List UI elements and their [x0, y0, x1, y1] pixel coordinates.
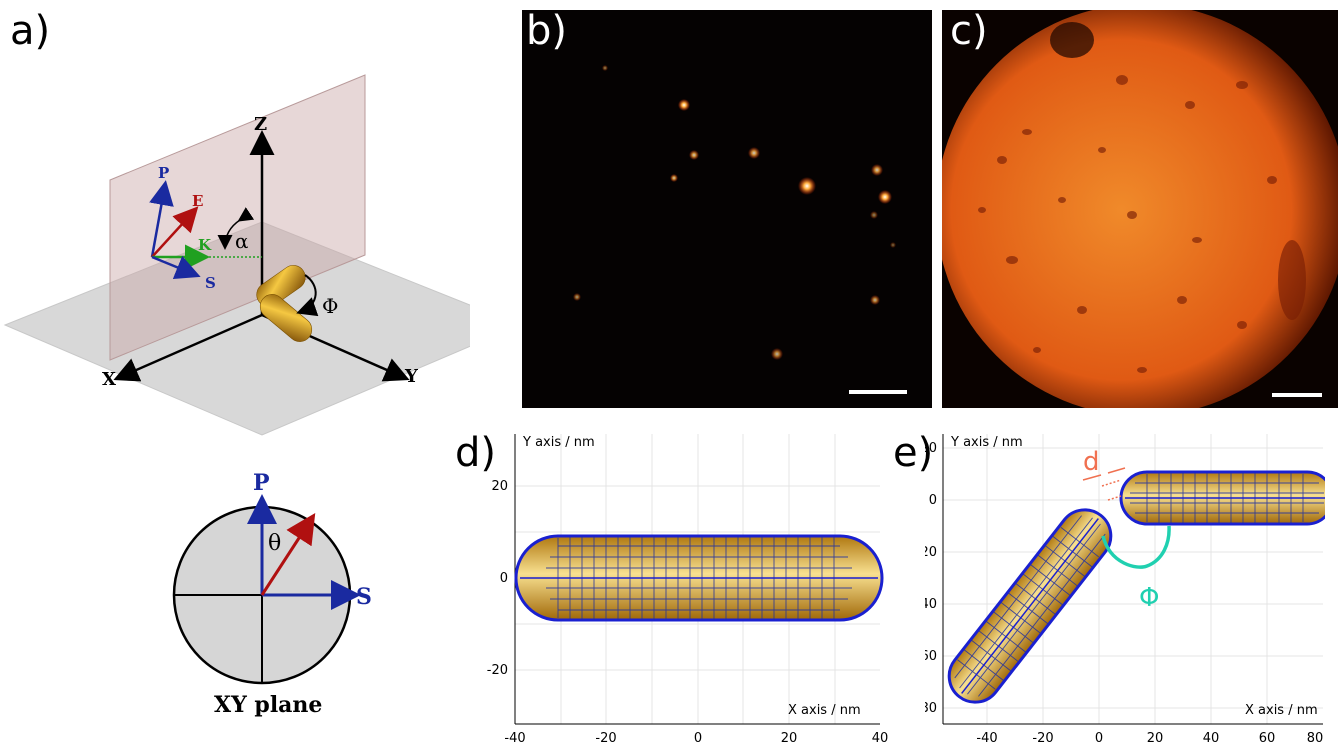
scale-bar-b [849, 390, 907, 394]
alpha-label: α [235, 229, 249, 253]
rod-mesh-e-horizontal [1119, 470, 1325, 526]
panel-label-b: b) [526, 8, 567, 54]
svg-text:20: 20 [1147, 731, 1164, 746]
panel-label-d: d) [455, 430, 496, 476]
plot-e-xlabel: X axis / nm [1245, 703, 1318, 718]
p-label: P [158, 164, 169, 182]
gap-d-marker [1082, 467, 1126, 501]
svg-text:-20: -20 [595, 731, 616, 746]
p-vector [149, 180, 174, 258]
plot-d: Y axis / nm X axis / nm -40 -20 0 20 40 … [487, 434, 888, 746]
phi-rotation-arrow [296, 274, 319, 317]
circle-p-label: P [253, 470, 270, 496]
polarization-circle: P S θ XY plane [172, 470, 372, 718]
rod-mesh-d [514, 534, 884, 622]
svg-text:-40: -40 [976, 731, 997, 746]
theta-label: θ [268, 531, 281, 556]
svg-text:40: 40 [1203, 731, 1220, 746]
svg-text:40: 40 [872, 731, 889, 746]
x-axis [113, 313, 263, 382]
phi-angle-label: Φ [1139, 583, 1159, 613]
svg-text:-40: -40 [504, 731, 525, 746]
s-label: S [205, 274, 216, 292]
y-axis-label: Y [404, 366, 419, 387]
svg-text:0: 0 [500, 571, 508, 586]
scale-bar-c [1272, 393, 1322, 397]
e-label: E [192, 192, 203, 210]
alpha-arc [217, 207, 255, 250]
darkfield-image [522, 10, 932, 408]
svg-text:-60: -60 [925, 649, 937, 664]
svg-text:-40: -40 [925, 597, 937, 612]
panel-label-a: a) [10, 8, 51, 54]
rod-mesh-e-tilted [947, 508, 1113, 704]
panel-label-e: e) [893, 430, 934, 476]
plot-d-ylabel: Y axis / nm [522, 435, 595, 450]
s-vector [151, 255, 201, 279]
plot-e: d Φ Y axis / nm X axis / nm -40 -20 0 20… [925, 434, 1325, 746]
svg-text:-20: -20 [1032, 731, 1053, 746]
e-vector [151, 206, 199, 258]
svg-text:0: 0 [694, 731, 702, 746]
phi-label: Φ [322, 294, 338, 318]
d-label: d [1083, 447, 1100, 477]
plot-d-xticks: -40 -20 0 20 40 [504, 731, 888, 746]
sem-image [942, 10, 1338, 408]
geometry-diagram: Z X Y P E K S α Φ [3, 74, 470, 436]
svg-text:-20: -20 [487, 663, 508, 678]
svg-text:0: 0 [929, 493, 937, 508]
svg-text:20: 20 [925, 441, 937, 456]
svg-text:20: 20 [781, 731, 798, 746]
xy-plane-caption: XY plane [214, 692, 322, 718]
plot-e-yticks: 20 0 -20 -40 -60 -80 [925, 441, 937, 716]
plot-d-yticks: 20 0 -20 [487, 479, 508, 678]
e-direction [260, 512, 316, 596]
phi-angle-arc [1101, 525, 1171, 569]
panel-label-c: c) [950, 8, 988, 54]
plot-d-xlabel: X axis / nm [788, 703, 861, 718]
svg-text:60: 60 [1259, 731, 1276, 746]
svg-text:-80: -80 [925, 701, 937, 716]
svg-text:80: 80 [1307, 731, 1324, 746]
dimer-3d [256, 265, 313, 342]
circle-s-label: S [356, 584, 372, 610]
svg-text:0: 0 [1095, 731, 1103, 746]
x-axis-label: X [102, 369, 116, 390]
svg-text:20: 20 [491, 479, 508, 494]
z-axis-label: Z [254, 114, 267, 135]
svg-text:-20: -20 [925, 545, 937, 560]
plot-e-ylabel: Y axis / nm [950, 435, 1023, 450]
k-label: K [198, 236, 212, 254]
plot-e-xticks: -40 -20 0 20 40 60 80 [976, 731, 1323, 746]
